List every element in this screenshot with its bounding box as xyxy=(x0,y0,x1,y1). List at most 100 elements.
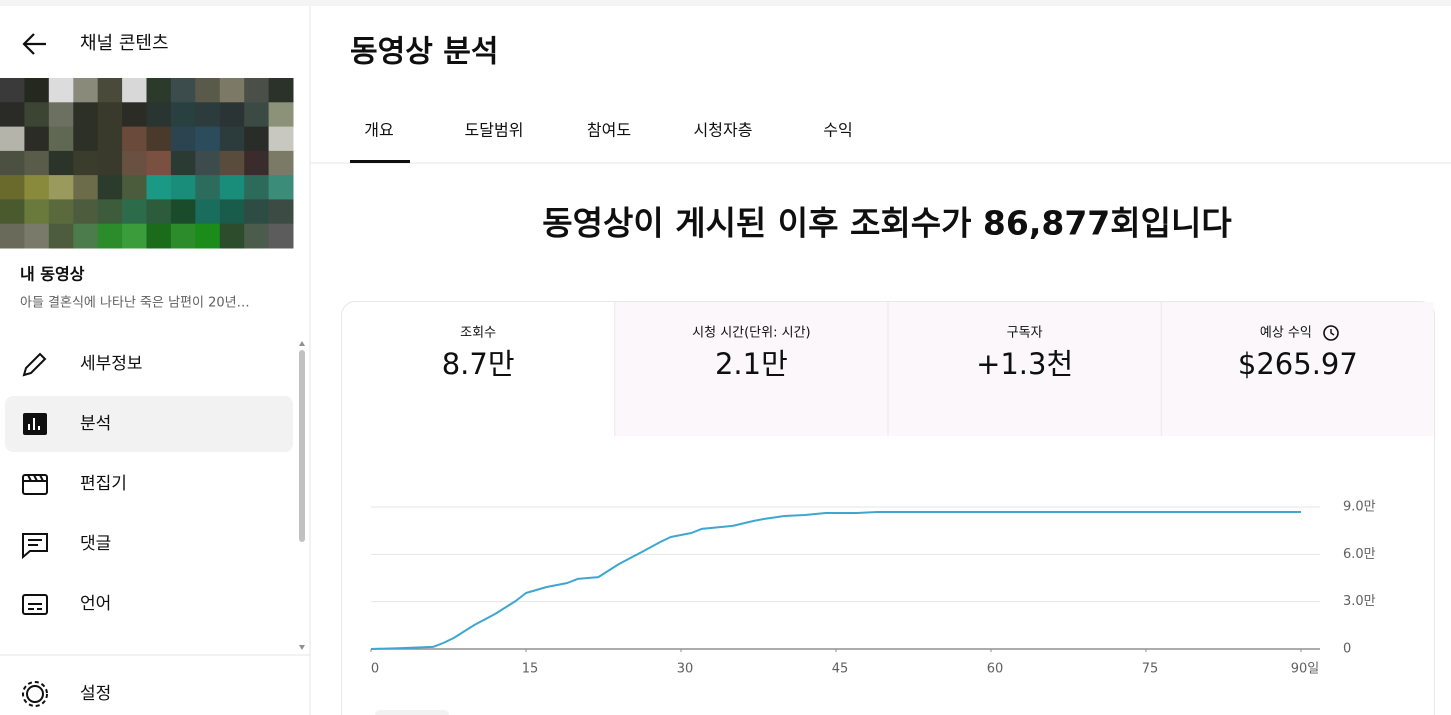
back-button[interactable] xyxy=(22,33,46,55)
chart-button-edge[interactable] xyxy=(375,710,449,715)
thumbnail-tile xyxy=(170,126,196,152)
thumbnail-tile xyxy=(73,175,99,200)
nav-item[interactable]: 편집기 xyxy=(80,474,127,494)
thumbnail-tile xyxy=(48,175,74,200)
thumbnail-tile xyxy=(97,102,123,128)
nav-item[interactable]: 분석 xyxy=(80,414,111,434)
nav-item[interactable]: 댓글 xyxy=(80,534,111,554)
nav-item[interactable]: 세부정보 xyxy=(80,354,143,374)
thumbnail-tile xyxy=(24,126,50,152)
metric-cell-bg xyxy=(614,302,888,436)
thumbnail-tile xyxy=(244,78,270,103)
y-tick-label: 6.0만 xyxy=(1343,547,1376,562)
icon-comments xyxy=(22,533,48,560)
x-tick-label: 45 xyxy=(832,662,849,677)
thumbnail-tile xyxy=(122,78,147,103)
tab[interactable]: 수익 xyxy=(823,121,852,140)
thumbnail-tile xyxy=(268,175,294,200)
tab-list: 개요 도달범위 참여도 시청자층 수익 xyxy=(364,121,852,140)
thumbnail-tile xyxy=(244,199,270,225)
thumbnail-tile xyxy=(195,126,221,152)
thumbnail-tile xyxy=(219,199,245,225)
icon-settings-teeth xyxy=(22,681,48,707)
metric-label: 예상 수익 xyxy=(1260,326,1312,341)
thumbnail-tile xyxy=(73,223,99,249)
y-tick-label: 3.0만 xyxy=(1343,594,1376,609)
info-clock-hands xyxy=(1330,329,1335,336)
thumbnail-tile xyxy=(146,78,172,103)
metric-label: 시청 시간(단위: 시간) xyxy=(692,326,810,341)
thumbnail-tile xyxy=(24,199,50,225)
nav-settings[interactable]: 설정 xyxy=(80,684,111,704)
top-shadow xyxy=(0,0,1451,6)
thumbnail-tile xyxy=(268,126,294,152)
thumbnail-tile xyxy=(146,223,172,249)
thumbnail-tile xyxy=(97,78,123,103)
thumbnail-tile xyxy=(0,150,25,176)
thumbnail-tile xyxy=(122,126,147,152)
icon-details xyxy=(22,352,47,377)
scroll-thumb[interactable] xyxy=(299,350,305,542)
thumbnail-tile xyxy=(244,150,270,176)
icon-language-lines xyxy=(28,603,42,610)
tab[interactable]: 도달범위 xyxy=(465,121,524,140)
metric-cell-bg xyxy=(1161,302,1434,436)
thumbnail-tile xyxy=(73,199,99,225)
metric-value: +1.3천 xyxy=(976,347,1073,381)
metric-value: 2.1만 xyxy=(715,347,788,381)
thumbnail-tile xyxy=(24,78,50,103)
metric-label: 조회수 xyxy=(460,326,496,341)
scroll-up[interactable] xyxy=(299,341,305,346)
x-tick-label: 60 xyxy=(987,662,1004,677)
thumbnail-tile xyxy=(146,199,172,225)
thumbnail-tile xyxy=(268,223,294,249)
thumbnail-tile xyxy=(170,78,196,103)
thumbnail-tile xyxy=(48,150,74,176)
thumbnail-tile xyxy=(268,78,294,103)
thumbnail-tile xyxy=(73,150,99,176)
thumbnail-tile xyxy=(122,223,147,249)
thumbnail-tile xyxy=(170,150,196,176)
thumbnail-tile xyxy=(195,175,221,200)
thumbnail-tile xyxy=(0,175,25,200)
icon-analytics-bars xyxy=(28,418,40,430)
info-clock[interactable] xyxy=(1323,325,1339,341)
thumbnail-tile xyxy=(219,175,245,200)
thumbnail-tile xyxy=(48,199,74,225)
icon-comments-lines xyxy=(28,539,42,546)
thumbnail-tile xyxy=(73,102,99,128)
thumbnail-tile xyxy=(97,199,123,225)
thumbnail-tile xyxy=(0,78,25,103)
thumbnail-tile xyxy=(146,150,172,176)
thumbnail-tile xyxy=(97,126,123,152)
thumbnail-tile xyxy=(195,199,221,225)
scroll-down[interactable] xyxy=(299,645,305,650)
tab[interactable]: 개요 xyxy=(364,121,393,140)
thumbnail-tile xyxy=(73,78,99,103)
page-title: 동영상 분석 xyxy=(350,35,498,70)
video-thumbnail[interactable] xyxy=(0,78,294,249)
thumbnail-tile xyxy=(97,150,123,176)
back-label[interactable]: 채널 콘텐츠 xyxy=(80,33,169,54)
thumbnail-tile xyxy=(170,199,196,225)
tab-underline xyxy=(350,160,410,163)
thumbnail-tile xyxy=(195,223,221,249)
y-tick-label: 0 xyxy=(1343,642,1351,657)
x-tick-label: 0 xyxy=(371,662,379,677)
tab[interactable]: 시청자층 xyxy=(694,121,753,140)
thumbnail-tile xyxy=(195,150,221,176)
thumbnail-tile xyxy=(146,102,172,128)
thumbnail-tile xyxy=(24,175,50,200)
metric-label: 구독자 xyxy=(1007,326,1043,341)
thumbnail-tile xyxy=(0,126,25,152)
back-arrow xyxy=(22,33,46,55)
thumbnail-tile xyxy=(122,175,147,200)
thumbnail-tile xyxy=(219,78,245,103)
nav-item[interactable]: 언어 xyxy=(80,594,111,614)
thumbnail-tile xyxy=(219,102,245,128)
tab[interactable]: 참여도 xyxy=(587,121,631,140)
thumbnail-tile xyxy=(122,199,147,225)
thumbnail-tile xyxy=(0,102,25,128)
